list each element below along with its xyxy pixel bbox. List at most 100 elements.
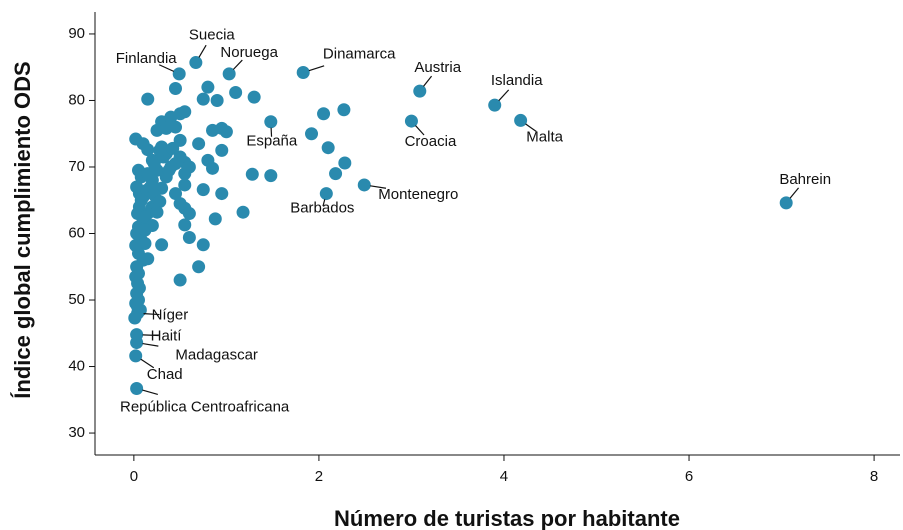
point [208,212,222,226]
point-label: Malta [526,128,563,145]
point [173,273,187,287]
point [196,92,210,106]
point [141,252,155,266]
point [779,196,793,210]
point-label: República Centroafricana [120,398,290,415]
leader-line [198,44,207,58]
point [169,81,182,95]
point [178,218,192,232]
point [147,157,161,171]
point [305,127,319,141]
point-label: Chad [147,366,183,383]
x-tick-label: 6 [685,468,693,485]
point [141,92,155,106]
point [166,141,180,155]
point [404,114,418,128]
point-label: Barbados [290,200,354,217]
point [264,115,278,129]
point [138,223,152,237]
x-tick-label: 4 [500,468,508,485]
point [192,260,206,274]
y-tick-label: 50 [68,291,85,308]
y-tick-label: 40 [68,358,85,375]
point [329,167,343,181]
point [169,187,182,201]
x-tick-label: 2 [315,468,323,485]
point [155,238,169,252]
point [162,163,176,177]
point-label: Austria [414,59,461,76]
point-label: Bahrein [779,171,831,188]
point [192,137,206,151]
y-tick-label: 70 [68,158,85,175]
leader-line [143,313,160,316]
point [215,143,229,157]
y-tick-label: 90 [68,25,85,42]
point [201,80,215,94]
point-label: Noruega [220,44,278,61]
point-label: Madagascar [175,347,258,364]
point [264,169,278,183]
leader-line [232,59,243,70]
point [141,143,155,157]
leader-line [308,65,325,72]
point [319,187,333,201]
leader-line [322,199,326,207]
point [413,84,427,98]
point-label: Islandia [491,72,543,89]
x-axis-title: Número de turistas por habitante [334,506,680,530]
point [189,56,203,70]
point [488,98,502,112]
point [182,160,196,174]
x-tick-label: 0 [130,468,138,485]
y-axis-title: Índice global cumplimiento ODS [10,61,35,398]
point [178,178,192,192]
point [130,381,144,395]
leader-line [140,358,155,369]
point-label: Montenegro [378,186,458,203]
point [150,205,164,219]
point-label: Haití [151,328,183,345]
point-label: Finlandia [116,50,178,67]
point [134,193,148,207]
leader-line [525,123,537,133]
point [182,207,196,221]
point [229,85,243,99]
leader-line [158,64,174,72]
point [317,107,331,121]
point [138,210,152,224]
leader-line [370,185,387,189]
point [338,156,352,170]
leader-line [415,125,425,136]
point [321,141,335,155]
point [247,90,261,104]
point [169,120,182,134]
y-tick-label: 30 [68,424,85,441]
point [178,105,192,119]
point [514,113,528,127]
point [236,205,250,219]
point-label: España [246,133,298,150]
x-tick-label: 8 [870,468,878,485]
point [153,143,167,157]
point [337,103,351,117]
point [130,336,144,350]
point [196,238,210,252]
point [196,183,210,197]
point-label: Níger [152,306,189,323]
leader-line [142,334,159,337]
leader-line [423,75,433,87]
point-label: Dinamarca [323,45,396,62]
point-label: Croacia [405,133,457,150]
point [222,67,236,81]
point [219,125,233,139]
point [128,311,142,325]
point [173,197,187,211]
leader-line [789,187,800,199]
point [129,349,143,363]
leader-line [142,389,158,395]
point [206,161,220,175]
point-label: Suecia [189,27,236,44]
point [245,167,259,181]
